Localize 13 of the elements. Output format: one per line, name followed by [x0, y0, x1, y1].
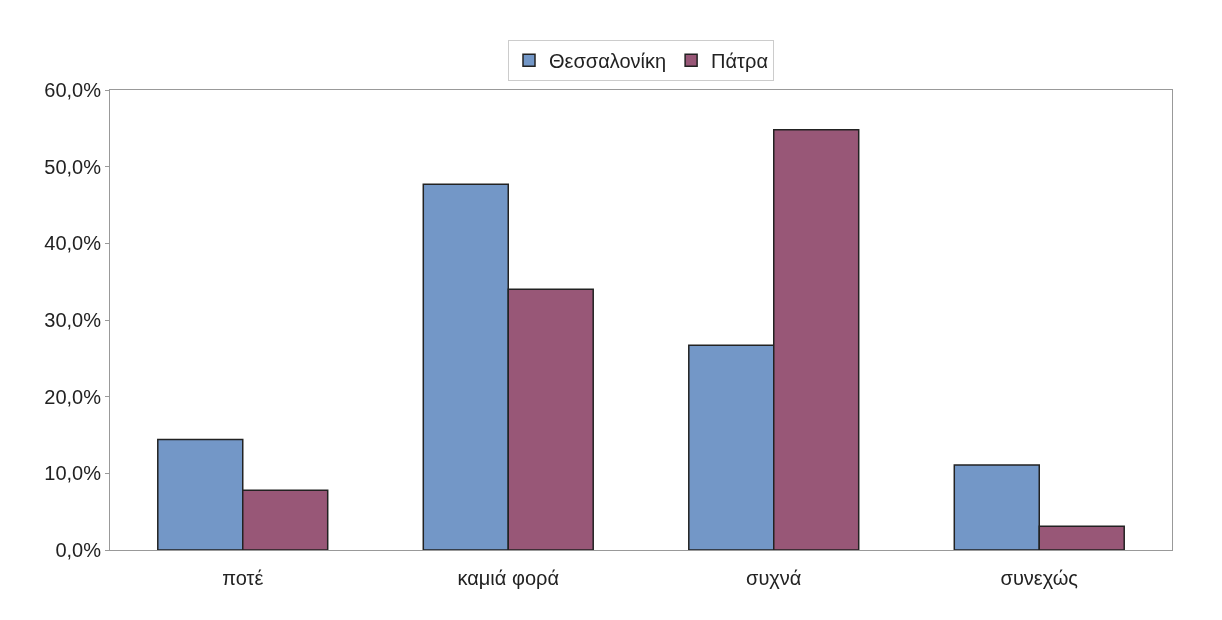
- legend-label: Πάτρα: [711, 50, 768, 73]
- y-tick-label: 0,0%: [55, 539, 102, 561]
- x-tick-label: ποτέ: [222, 567, 264, 589]
- y-tick-label: 50,0%: [44, 155, 102, 178]
- y-tick-label: 30,0%: [44, 309, 102, 331]
- legend-label: Θεσσαλονίκη: [549, 50, 667, 73]
- x-tick-label: συνεχώς: [1000, 567, 1079, 589]
- x-tick-label: καμιά φορά: [457, 567, 559, 589]
- x-tick-label: συχνά: [746, 567, 802, 589]
- y-tick-label: 60,0%: [44, 79, 102, 101]
- y-tick-label: 10,0%: [44, 462, 102, 485]
- y-tick-label: 20,0%: [44, 385, 102, 408]
- y-tick-label: 40,0%: [44, 232, 102, 255]
